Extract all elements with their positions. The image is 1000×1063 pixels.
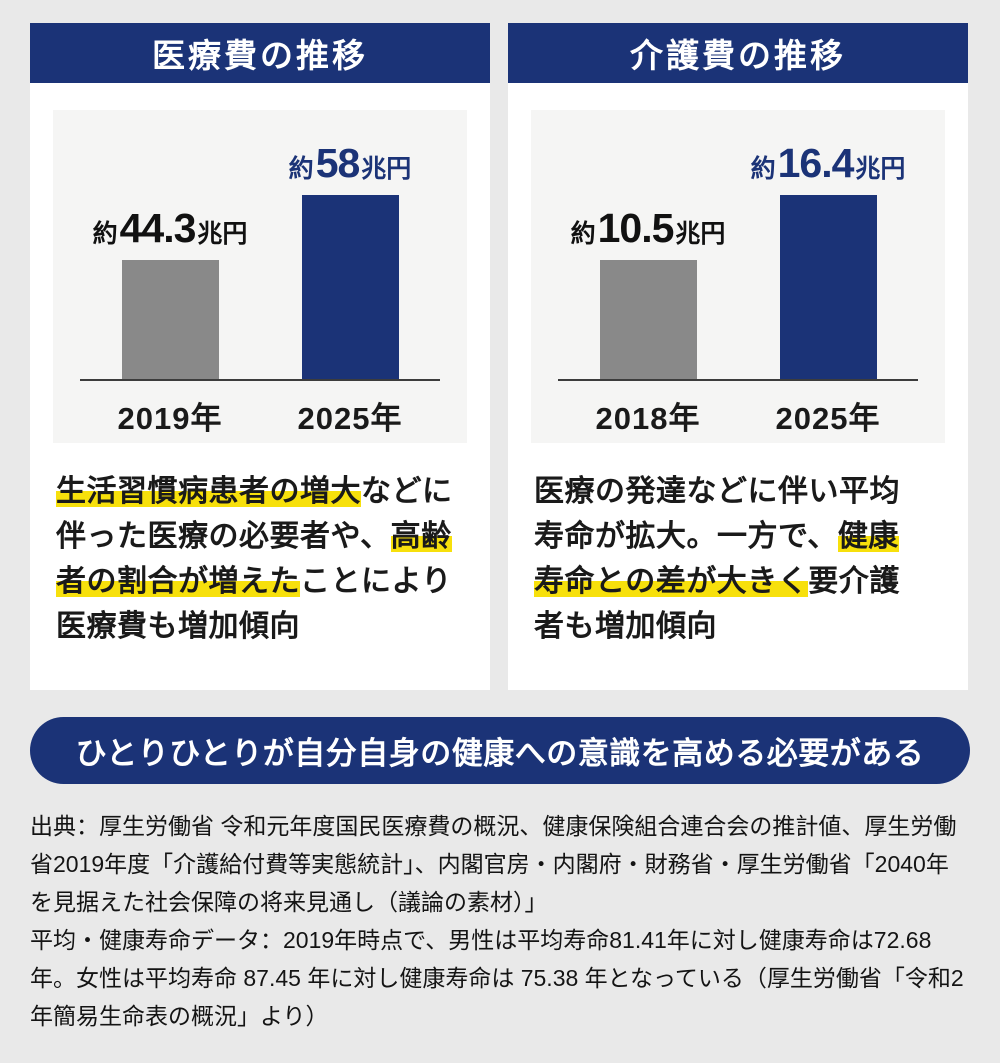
plain-text: 者も増加傾向 [534, 610, 717, 643]
nursing-cost-section: 介護費の推移 約 10.5 兆円 約 16.4 兆円 [508, 23, 968, 690]
plain-text: 要介護 [808, 565, 900, 598]
plain-text: 医療の発達などに伴い平均 [534, 475, 900, 508]
plain-text: ことにより [300, 565, 452, 598]
bar-value-label-2018: 約 10.5 兆円 [571, 208, 726, 249]
value-unit: 兆円 [855, 155, 906, 183]
bar-group-2025: 約 58 兆円 [260, 143, 440, 379]
x-tick-2025: 2025年 [775, 401, 881, 436]
chart-columns: 医療費の推移 約 44.3 兆円 約 58 兆円 [30, 23, 968, 690]
medical-cost-description: 生活習慣病患者の増大などに 伴った医療の必要者や、高齢 者の割合が増えたことによ… [56, 469, 464, 649]
bar-group-2025: 約 16.4 兆円 [738, 143, 918, 379]
nursing-cost-title: 介護費の推移 [508, 23, 968, 83]
medical-bars-plot: 約 44.3 兆円 約 58 兆円 [80, 110, 440, 381]
nursing-cost-card: 約 10.5 兆円 約 16.4 兆円 2018年 20 [508, 83, 968, 690]
bar-value-label-2025: 約 16.4 兆円 [751, 143, 906, 184]
plain-text: などに [361, 475, 453, 508]
value-number: 16.4 [777, 140, 855, 186]
value-prefix: 約 [750, 155, 776, 183]
value-number: 58 [315, 140, 361, 186]
medical-cost-card: 約 44.3 兆円 約 58 兆円 2019年 2025 [30, 83, 490, 690]
description-line: 者も増加傾向 [534, 604, 942, 649]
bar-2019-gray [121, 260, 219, 379]
conclusion-banner: ひとりひとりが自分自身の健康への意識を高める必要がある [30, 717, 970, 784]
highlighted-text: 寿命との差が大きく [534, 565, 809, 598]
highlighted-text: 生活習慣病患者の増大 [56, 475, 361, 508]
x-tick-2018: 2018年 [595, 401, 701, 436]
nursing-cost-description: 医療の発達などに伴い平均 寿命が拡大。一方で、健康 寿命との差が大きく要介護 者… [534, 469, 942, 649]
bar-value-label-2025: 約 58 兆円 [289, 143, 412, 184]
medical-cost-section: 医療費の推移 約 44.3 兆円 約 58 兆円 [30, 23, 490, 690]
description-line: 医療費も増加傾向 [56, 604, 464, 649]
source-paragraph: 平均・健康寿命データ：2019年時点で、男性は平均寿命81.41年に対し健康寿命… [30, 927, 964, 1029]
bar-group-2018: 約 10.5 兆円 [558, 208, 738, 379]
conclusion-banner-text: ひとりひとりが自分自身の健康への意識を高める必要がある [75, 736, 925, 771]
value-prefix: 約 [92, 220, 118, 248]
value-prefix: 約 [570, 220, 596, 248]
source-notes: 出典：厚生労働省 令和元年度国民医療費の概況、健康保険組合連合会の推計値、厚生労… [30, 807, 970, 1035]
value-number: 10.5 [597, 205, 675, 251]
highlighted-text: 高齢 [390, 520, 452, 553]
health-cost-infographic: 医療費の推移 約 44.3 兆円 約 58 兆円 [0, 23, 1000, 1063]
x-tick-2025: 2025年 [297, 401, 403, 436]
highlighted-text: 健康 [837, 520, 899, 553]
value-unit: 兆円 [675, 220, 726, 248]
description-line: 者の割合が増えたことにより [56, 559, 464, 604]
bar-value-label-2019: 約 44.3 兆円 [93, 208, 248, 249]
value-prefix: 約 [288, 155, 314, 183]
bar-2025-navy [779, 195, 877, 379]
value-number: 44.3 [119, 205, 197, 251]
description-line: 寿命が拡大。一方で、健康 [534, 514, 942, 559]
x-tick-2019: 2019年 [117, 401, 223, 436]
bar-group-2019: 約 44.3 兆円 [80, 208, 260, 379]
bar-2025-navy [301, 195, 399, 379]
medical-cost-title: 医療費の推移 [30, 23, 490, 83]
plain-text: 寿命が拡大。一方で、 [534, 520, 838, 553]
value-unit: 兆円 [197, 220, 248, 248]
nursing-bars-plot: 約 10.5 兆円 約 16.4 兆円 [558, 110, 918, 381]
description-line: 伴った医療の必要者や、高齢 [56, 514, 464, 559]
plain-text: 伴った医療の必要者や、 [56, 520, 391, 553]
description-line: 寿命との差が大きく要介護 [534, 559, 942, 604]
plain-text: 医療費も増加傾向 [56, 610, 300, 643]
bar-2018-gray [599, 260, 697, 379]
description-line: 生活習慣病患者の増大などに [56, 469, 464, 514]
source-paragraph: 出典：厚生労働省 令和元年度国民医療費の概況、健康保険組合連合会の推計値、厚生労… [30, 813, 957, 915]
nursing-cost-chart: 約 10.5 兆円 約 16.4 兆円 2018年 20 [531, 110, 945, 443]
value-unit: 兆円 [361, 155, 412, 183]
description-line: 医療の発達などに伴い平均 [534, 469, 942, 514]
nursing-x-axis-labels: 2018年 2025年 [558, 381, 918, 438]
medical-cost-chart: 約 44.3 兆円 約 58 兆円 2019年 2025 [53, 110, 467, 443]
medical-x-axis-labels: 2019年 2025年 [80, 381, 440, 438]
highlighted-text: 者の割合が増えた [56, 565, 300, 598]
